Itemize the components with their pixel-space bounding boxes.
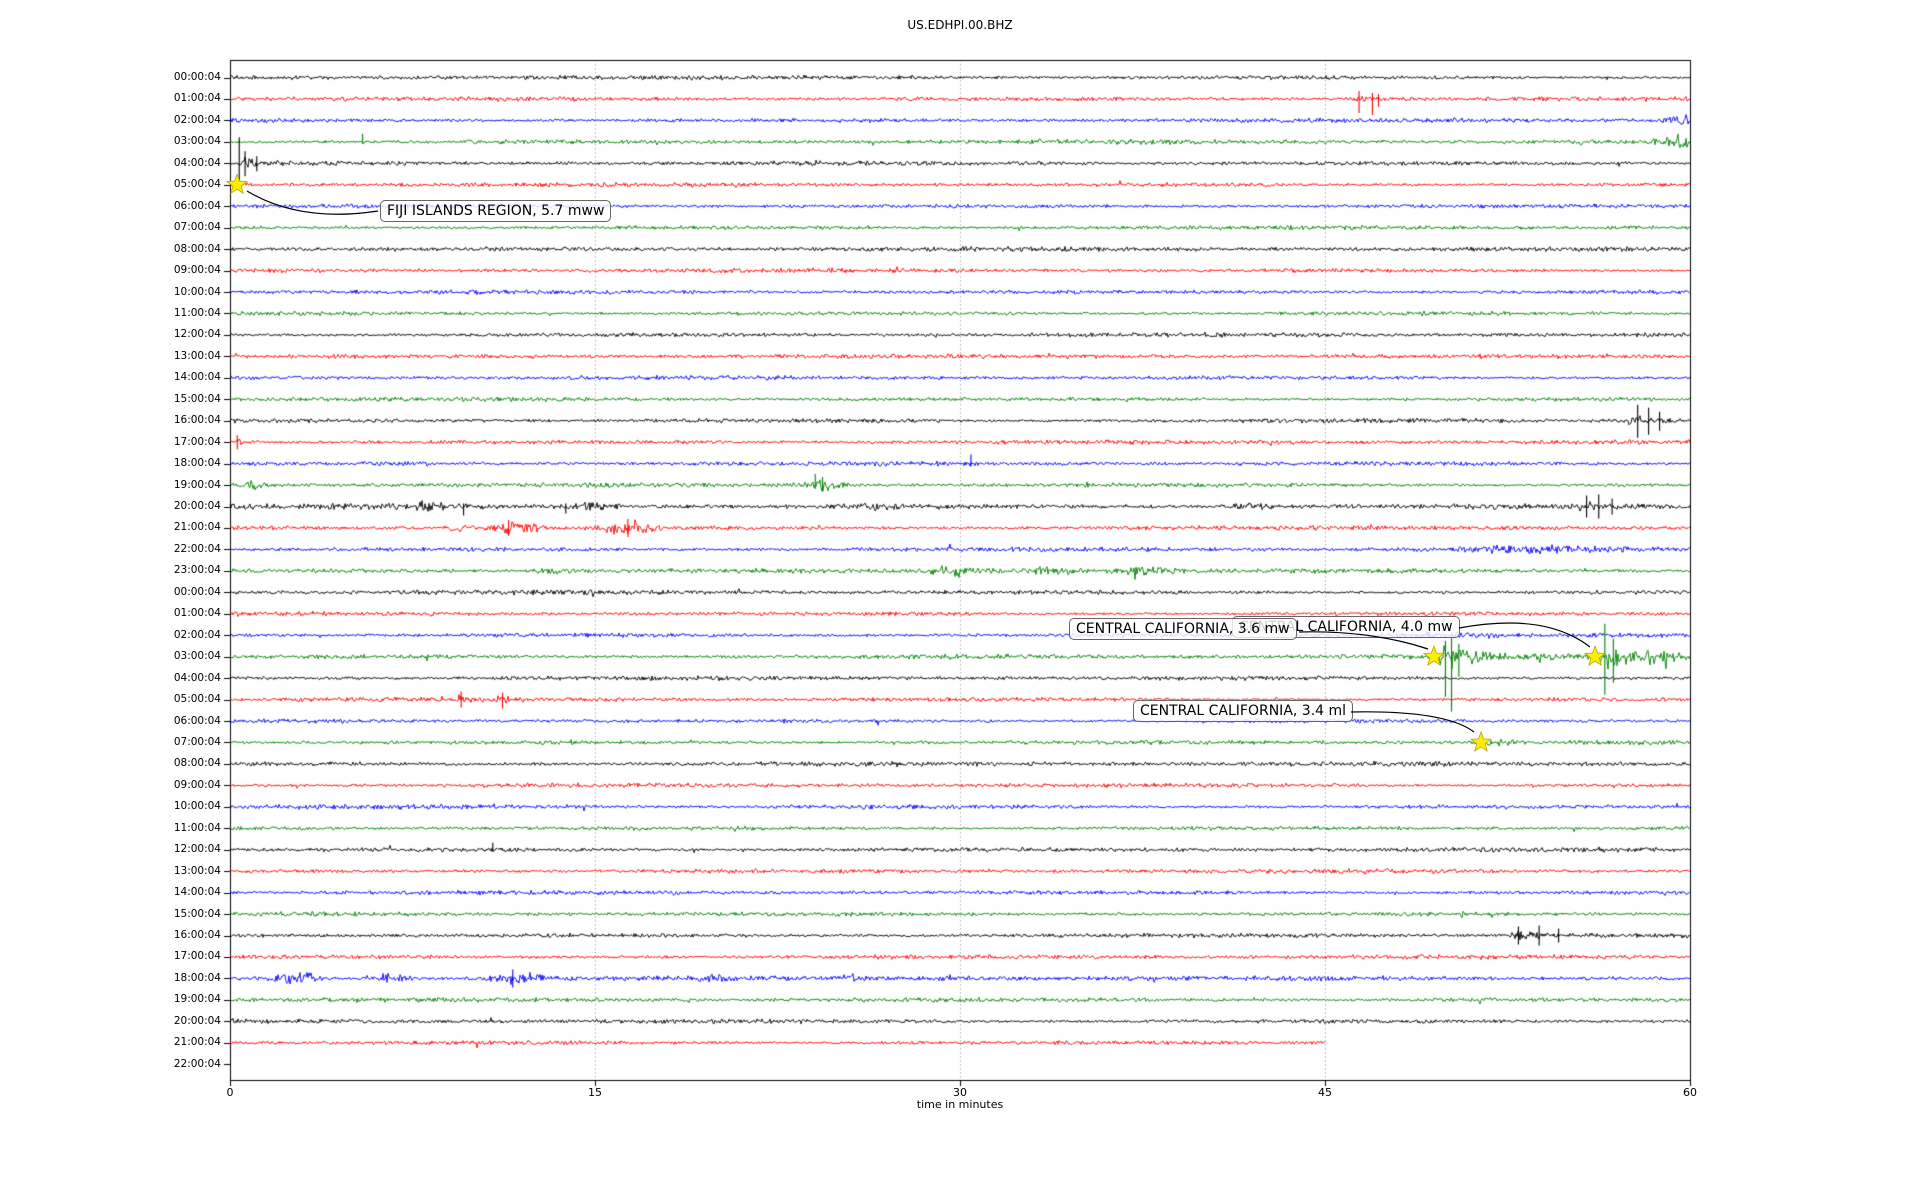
row-time-label: 02:00:04 xyxy=(173,113,221,126)
row-time-label: 13:00:04 xyxy=(173,349,221,362)
row-time-label: 09:00:04 xyxy=(173,264,221,277)
row-time-label: 03:00:04 xyxy=(173,135,221,148)
row-time-label: 22:00:04 xyxy=(173,542,221,555)
row-time-label: 12:00:04 xyxy=(173,843,221,856)
row-time-label: 07:00:04 xyxy=(173,221,221,234)
row-time-label: 15:00:04 xyxy=(173,907,221,920)
row-time-label: 00:00:04 xyxy=(173,71,221,83)
row-time-label: 08:00:04 xyxy=(173,242,221,255)
row-time-label: 05:00:04 xyxy=(173,178,221,191)
row-time-label: 14:00:04 xyxy=(173,371,221,384)
row-time-label: 20:00:04 xyxy=(173,1014,221,1027)
row-time-label: 18:00:04 xyxy=(173,971,221,984)
row-time-label: 06:00:04 xyxy=(173,199,221,212)
row-time-label: 21:00:04 xyxy=(173,1036,221,1049)
row-time-label: 04:00:04 xyxy=(173,156,221,169)
x-tick-label: 60 xyxy=(1683,1086,1697,1099)
row-time-label: 14:00:04 xyxy=(173,886,221,899)
event-annotation-label: CENTRAL CALIFORNIA, 3.4 ml xyxy=(1133,700,1354,722)
x-tick-label: 0 xyxy=(226,1086,234,1099)
x-tick-label: 45 xyxy=(1318,1086,1332,1099)
x-axis-label: time in minutes xyxy=(916,1098,1004,1111)
row-time-label: 09:00:04 xyxy=(173,778,221,791)
row-time-label: 17:00:04 xyxy=(173,950,221,963)
row-time-label: 06:00:04 xyxy=(173,714,221,727)
row-time-label: 10:00:04 xyxy=(173,285,221,298)
event-annotation-label: CENTRAL CALIFORNIA, 3.6 mw xyxy=(1069,618,1297,640)
row-time-label: 20:00:04 xyxy=(173,500,221,512)
row-time-label: 23:00:04 xyxy=(173,564,221,577)
row-time-label: 21:00:04 xyxy=(173,521,221,534)
row-time-label: 10:00:04 xyxy=(173,800,221,813)
row-time-label: 18:00:04 xyxy=(173,457,221,470)
chart-title: US.EDHPI.00.BHZ xyxy=(907,18,1013,32)
row-time-label: 11:00:04 xyxy=(173,821,221,834)
row-time-label: 15:00:04 xyxy=(173,392,221,405)
row-time-label: 01:00:04 xyxy=(173,607,221,620)
row-time-label: 02:00:04 xyxy=(173,628,221,641)
row-time-label: 17:00:04 xyxy=(173,435,221,448)
row-time-label: 16:00:04 xyxy=(173,929,221,941)
row-time-label: 05:00:04 xyxy=(173,693,221,706)
event-annotation-label: FIJI ISLANDS REGION, 5.7 mww xyxy=(380,200,612,222)
row-time-label: 13:00:04 xyxy=(173,864,221,877)
row-time-label: 08:00:04 xyxy=(173,757,221,770)
row-time-label: 22:00:04 xyxy=(173,1057,221,1070)
x-tick-label: 15 xyxy=(588,1086,602,1099)
row-time-label: 19:00:04 xyxy=(173,993,221,1006)
row-time-label: 04:00:04 xyxy=(173,671,221,684)
row-time-label: 07:00:04 xyxy=(173,735,221,748)
row-time-label: 11:00:04 xyxy=(173,306,221,319)
row-time-label: 19:00:04 xyxy=(173,478,221,491)
row-time-label: 12:00:04 xyxy=(173,328,221,341)
row-time-label: 03:00:04 xyxy=(173,650,221,663)
row-time-label: 00:00:04 xyxy=(173,585,221,598)
x-tick-label: 30 xyxy=(953,1086,967,1099)
row-time-label: 01:00:04 xyxy=(173,92,221,105)
row-time-label: 16:00:04 xyxy=(173,414,221,427)
